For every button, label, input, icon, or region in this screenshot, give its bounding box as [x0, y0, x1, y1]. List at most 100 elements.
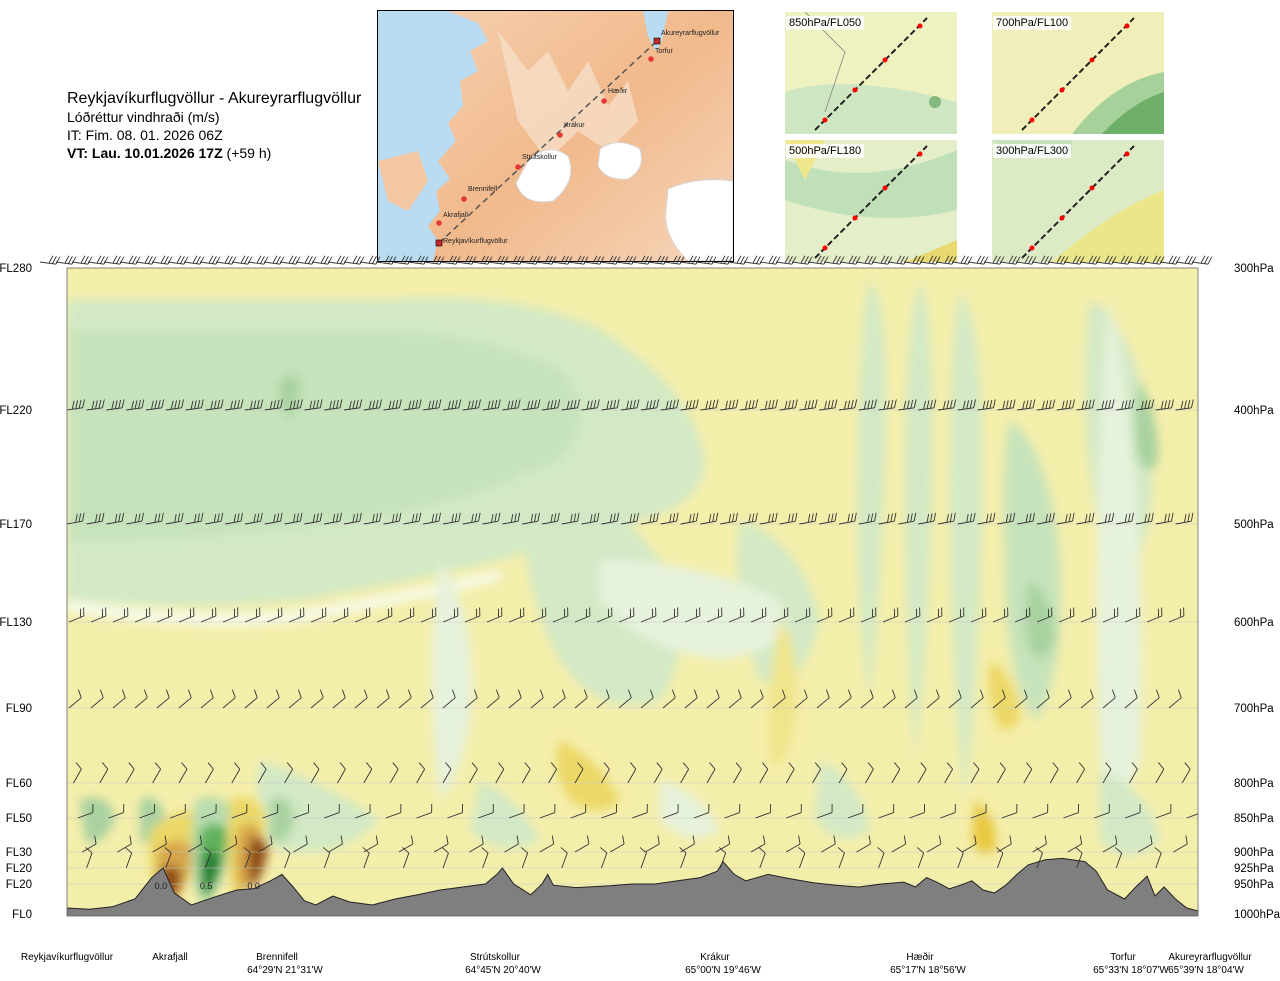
wind-barb-top [727, 255, 749, 265]
wind-barb [205, 512, 224, 525]
wind-barb [423, 512, 441, 525]
wind-barb [728, 607, 745, 623]
wind-barb [878, 399, 897, 411]
wind-barb [755, 803, 771, 819]
thumb-300[interactable]: 300hPa/FL300 [992, 140, 1164, 262]
issue-time: IT: Fim. 08. 01. 2026 06Z [67, 127, 223, 143]
wind-barb [618, 607, 635, 623]
wind-barb [495, 762, 505, 784]
fl-label-0: FL280 [0, 263, 32, 275]
contour-labels: 0.0 0.5 0.0 [155, 881, 260, 891]
wind-barb [225, 512, 243, 525]
wind-barb [464, 689, 478, 709]
wind-barb-top [167, 255, 189, 265]
wind-barb-top [583, 255, 605, 265]
wind-barb [779, 512, 798, 525]
wind-barb-top [311, 255, 333, 265]
wind-barb [304, 399, 323, 411]
map-waypoint-label-6: Torfur [655, 48, 674, 55]
wind-barb-top [743, 255, 765, 265]
field-blobs [67, 280, 1160, 855]
wind-barb [970, 689, 984, 709]
wind-barb [530, 689, 544, 709]
thumb-300-label: 300hPa/FL300 [993, 144, 1072, 158]
wind-barb [343, 512, 362, 525]
fl-label-7: FL30 [6, 847, 32, 859]
wind-barb-top [871, 255, 893, 265]
wind-barb [750, 689, 764, 709]
wind-barb [398, 689, 412, 709]
contour-label-1: 0.5 [200, 881, 213, 891]
wind-barb [67, 512, 85, 525]
route-point-coord-5: 65°17'N 18°56'W [890, 965, 966, 976]
thumb-700[interactable]: 700hPa/FL100 [992, 12, 1164, 134]
wind-barb [772, 607, 789, 623]
wind-barb [68, 689, 82, 709]
thumb-500[interactable]: 500hPa/FL180 [785, 140, 957, 262]
wind-barb [926, 689, 940, 709]
wind-barb [46, 513, 66, 524]
wind-barb [42, 690, 62, 708]
glacier-hofsjokull [597, 142, 642, 180]
wind-barb [1154, 847, 1162, 869]
glacier-vatnajokull [665, 179, 733, 261]
wind-barb [1017, 512, 1035, 525]
wind-barb [847, 803, 864, 819]
wind-barb [720, 512, 738, 525]
wind-barb [145, 512, 164, 525]
wind-barb-top [903, 255, 925, 265]
wind-barb [621, 512, 639, 525]
wind-barb [398, 607, 415, 623]
wind-barb [44, 607, 65, 622]
wind-barb [1075, 847, 1083, 869]
wind-barb [720, 399, 739, 411]
wind-barb [926, 835, 942, 853]
pressure-label-7: 900hPa [1234, 847, 1274, 859]
wind-barb [601, 512, 620, 525]
valid-time-row: VT: Lau. 10.01.2026 17Z (+59 h) [67, 144, 361, 162]
wind-barb [363, 762, 373, 784]
wind-barb [918, 399, 937, 411]
wind-barb-top [231, 255, 253, 265]
wind-barb [891, 835, 907, 853]
route-point-coord-7: 65°39'N 18°04'W [1168, 965, 1244, 976]
route-point-1: Akrafjall [152, 952, 188, 963]
wind-barb-top [807, 255, 829, 265]
route-point-0: Reykjavíkurflugvöllur [21, 952, 114, 963]
map-waypoint-2 [461, 196, 467, 202]
wind-barb [1146, 607, 1163, 623]
pressure-label-9: 950hPa [1234, 879, 1274, 891]
wind-barb [627, 762, 637, 784]
wind-barb-top [39, 255, 61, 265]
wind-barb [653, 762, 663, 784]
wind-barb [552, 689, 566, 709]
wind-barb [680, 762, 689, 784]
wind-barb [469, 762, 478, 784]
wind-barb [420, 607, 437, 623]
wind-barb [645, 835, 660, 853]
thumb-300-map [992, 140, 1164, 262]
wind-barb-top [711, 255, 733, 265]
wind-barb [284, 512, 303, 525]
fl-label-9: FL20 [6, 879, 32, 891]
wind-barb [662, 803, 679, 819]
wind-barb [362, 847, 370, 869]
thumb-850[interactable]: 850hPa/FL050 [785, 12, 957, 134]
wind-barb [539, 835, 555, 853]
wind-barb [1056, 512, 1075, 525]
wind-barb [112, 607, 129, 623]
wind-barb [1137, 835, 1153, 853]
wind-barb-top [855, 255, 877, 265]
wind-barb-top [343, 255, 365, 265]
pressure-axis: 300hPa 400hPa 500hPa 600hPa 700hPa 800hPa 850h… [1234, 263, 1280, 921]
wind-barb [1155, 512, 1174, 525]
wind-barb [1036, 512, 1055, 525]
wind-barb [601, 803, 617, 819]
wind-barb [997, 512, 1016, 525]
wind-barb [794, 689, 808, 709]
wind-barb [522, 512, 540, 525]
wind-barb [178, 689, 192, 709]
wind-barb [1014, 689, 1028, 709]
wind-barb-top [1031, 255, 1053, 265]
wind-barb [117, 835, 132, 853]
